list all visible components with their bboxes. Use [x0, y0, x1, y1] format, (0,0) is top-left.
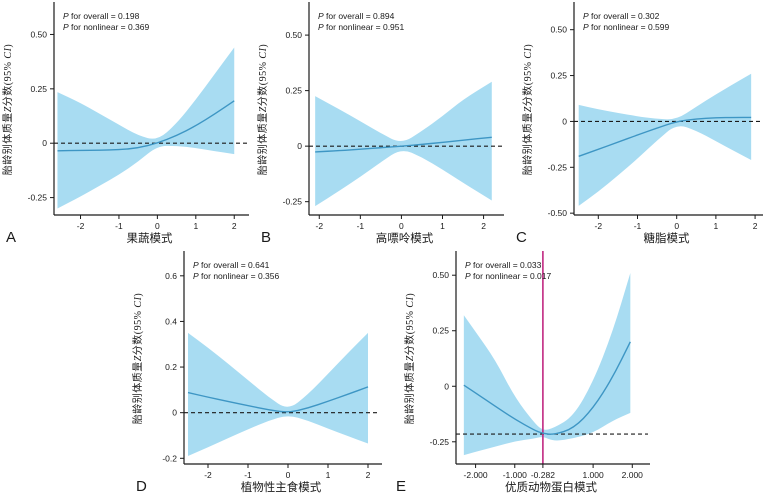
estimate-line: [187, 386, 369, 413]
x-tick-label: -2: [204, 470, 212, 480]
y-tick-label: -0.25: [430, 437, 450, 447]
p-nonlinear-label: P for nonlinear = 0.599: [583, 22, 670, 32]
x-tick-label: -1: [115, 221, 123, 231]
x-tick-label: 1: [193, 221, 198, 231]
y-tick-label: -0.25: [548, 162, 568, 172]
x-tick-label: -2.000: [464, 470, 488, 480]
y-axis-label: 胎龄别体质量Z分数(95% CI): [403, 293, 416, 425]
ci-band: [57, 47, 235, 209]
x-tick-label: 2: [232, 221, 237, 231]
y-tick-label: 0.4: [165, 316, 177, 326]
y-tick-label: 0.2: [165, 362, 177, 372]
y-tick-label: 0: [444, 381, 449, 391]
chart-C: 0.50 0.25 0 -0.25 -0.50 -2 -1 0 1 2 P for overall …: [516, 2, 763, 246]
y-tick-label: 0: [562, 116, 567, 126]
panel-C: 0.50 0.25 0 -0.25 -0.50 -2 -1 0 1 2 P for overall …: [510, 0, 771, 249]
y-tick-label: -0.2: [162, 453, 177, 463]
y-tick-label: 0.50: [30, 29, 47, 39]
x-tick-label: 2: [481, 221, 486, 231]
estimate-line: [315, 136, 492, 153]
panel-letter: E: [396, 478, 406, 495]
y-tick-label: 0.50: [285, 30, 302, 40]
y-tick-label: 0: [172, 408, 177, 418]
p-nonlinear-label: P for nonlinear = 0.369: [63, 22, 150, 32]
x-tick-label: 1: [440, 221, 445, 231]
p-nonlinear-label: P for nonlinear = 0.017: [465, 271, 552, 281]
p-nonlinear-label: P for nonlinear = 0.356: [193, 271, 280, 281]
chart-D: 0.6 0.4 0.2 0 -0.2 -2 -1 0 1 2 P for overall = 0.6…: [131, 251, 382, 495]
y-tick-label: 0.50: [550, 25, 567, 35]
panel-A: 0.50 0.25 0 -0.25 -2 -1 0 1 2 P for overall = 0.1…: [0, 0, 255, 249]
estimate-line: [57, 100, 235, 152]
x-tick-label: 0: [286, 470, 291, 480]
x-axis-label: 糖脂模式: [644, 231, 690, 245]
x-tick-label: -1.000: [503, 470, 527, 480]
x-axis-label: 果蔬模式: [127, 232, 173, 245]
chart-A: 0.50 0.25 0 -0.25 -2 -1 0 1 2 P for overall = 0.1…: [1, 2, 249, 246]
ci-band: [463, 272, 631, 456]
x-tick-label: -0.282: [531, 470, 555, 480]
panel-letter: C: [516, 229, 527, 246]
x-tick-label: 2: [366, 470, 371, 480]
x-tick-label: 0: [155, 221, 160, 231]
y-tick-label: 0: [42, 138, 47, 148]
y-tick-label: -0.25: [28, 193, 48, 203]
y-axis-label: 胎龄别体质量Z分数(95% CI): [1, 44, 14, 176]
ci-band: [188, 332, 368, 457]
p-nonlinear-label: P for nonlinear = 0.951: [318, 22, 405, 32]
x-tick-label: 0: [399, 221, 404, 231]
x-axis-label: 植物性主食模式: [241, 480, 322, 494]
x-tick-label: -2: [77, 221, 85, 231]
y-tick-label: 0.25: [30, 84, 47, 94]
panel-letter: A: [6, 229, 16, 246]
panel-letter: D: [136, 478, 147, 495]
y-tick-label: 0.25: [432, 326, 449, 336]
y-tick-label: 0: [297, 141, 302, 151]
y-tick-label: -0.25: [283, 197, 303, 207]
x-tick-label: 1.000: [582, 470, 604, 480]
estimate-line: [578, 116, 752, 157]
x-tick-label: 1: [714, 221, 719, 231]
x-axis-label: 高嘌呤模式: [376, 231, 434, 245]
x-tick-label: 1: [326, 470, 331, 480]
x-tick-label: -1: [357, 221, 365, 231]
x-tick-label: -1: [634, 221, 642, 231]
panel-B: 0.50 0.25 0 -0.25 -2 -1 0 1 2 P for overall = 0.8…: [255, 0, 510, 249]
panel-letter: B: [261, 229, 271, 246]
panel-E: 0.50 0.25 0 -0.25 -2.000 -1.000 -0.282 1.000 2.0…: [390, 249, 670, 498]
x-tick-label: -2: [315, 221, 323, 231]
x-axis-label: 优质动物蛋白模式: [505, 480, 597, 494]
x-tick-label: 0: [674, 221, 679, 231]
ci-band: [315, 81, 492, 207]
y-axis-label: 胎龄别体质量Z分数(95% CI): [131, 293, 144, 425]
p-overall-label: P for overall = 0.198: [63, 11, 140, 21]
y-axis-label: 胎龄别体质量Z分数(95% CI): [256, 44, 269, 176]
y-tick-label: 0.25: [550, 71, 567, 81]
y-tick-label: 0.50: [432, 270, 449, 280]
chart-B: 0.50 0.25 0 -0.25 -2 -1 0 1 2 P for overall = 0.8…: [256, 2, 504, 246]
x-tick-label: 2: [753, 221, 758, 231]
p-overall-label: P for overall = 0.894: [318, 11, 395, 21]
ci-band: [578, 73, 752, 206]
x-tick-label: -1: [244, 470, 252, 480]
y-tick-label: 0.25: [285, 86, 302, 96]
p-overall-label: P for overall = 0.641: [193, 260, 270, 270]
chart-E: 0.50 0.25 0 -0.25 -2.000 -1.000 -0.282 1.000 2.0…: [396, 251, 650, 495]
x-tick-label: -2: [595, 221, 603, 231]
y-tick-label: 0.6: [165, 271, 177, 281]
p-overall-label: P for overall = 0.033: [465, 260, 542, 270]
y-axis-label: 胎龄别体质量Z分数(95% CI): [521, 44, 534, 176]
panel-D: 0.6 0.4 0.2 0 -0.2 -2 -1 0 1 2 P for overall = 0.6…: [130, 249, 390, 498]
x-tick-label: 2.000: [622, 470, 644, 480]
estimate-line: [463, 341, 631, 435]
p-overall-label: P for overall = 0.302: [583, 11, 660, 21]
y-tick-label: -0.50: [548, 208, 568, 218]
